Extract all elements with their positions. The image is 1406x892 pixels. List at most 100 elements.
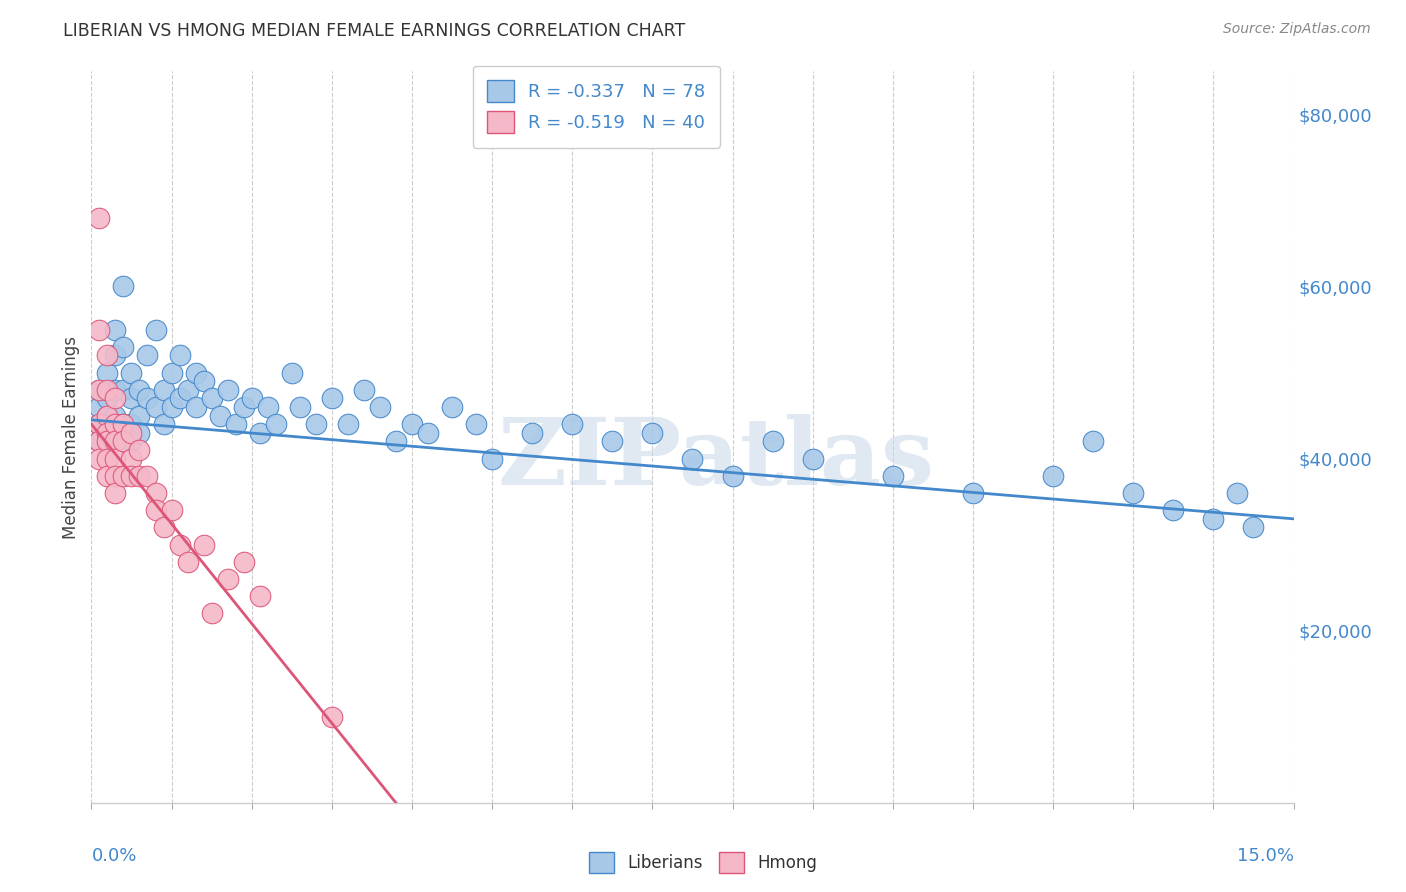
Point bbox=[96, 425, 118, 440]
Point bbox=[89, 451, 111, 466]
Point bbox=[121, 392, 143, 406]
Legend: R = -0.337   N = 78, R = -0.519   N = 40: R = -0.337 N = 78, R = -0.519 N = 40 bbox=[472, 66, 720, 148]
Point bbox=[256, 400, 278, 414]
Point bbox=[225, 417, 247, 432]
Point bbox=[89, 383, 111, 397]
Point bbox=[112, 468, 135, 483]
Point bbox=[232, 555, 254, 569]
Point bbox=[321, 710, 343, 724]
Point bbox=[152, 520, 174, 534]
Point bbox=[104, 434, 127, 449]
Point bbox=[89, 417, 111, 432]
Point bbox=[160, 503, 183, 517]
Point bbox=[89, 417, 111, 432]
Point bbox=[385, 434, 408, 449]
Y-axis label: Median Female Earnings: Median Female Earnings bbox=[62, 335, 80, 539]
Point bbox=[121, 468, 143, 483]
Point bbox=[112, 417, 135, 432]
Point bbox=[522, 425, 544, 440]
Point bbox=[104, 417, 127, 432]
Point bbox=[1226, 486, 1249, 500]
Point bbox=[641, 425, 664, 440]
Point bbox=[281, 366, 304, 380]
Point bbox=[112, 417, 135, 432]
Point bbox=[128, 425, 150, 440]
Point bbox=[602, 434, 624, 449]
Point bbox=[89, 434, 111, 449]
Point bbox=[96, 425, 118, 440]
Point bbox=[416, 425, 439, 440]
Point bbox=[96, 468, 118, 483]
Point bbox=[96, 409, 118, 423]
Point bbox=[96, 409, 118, 423]
Point bbox=[121, 417, 143, 432]
Point bbox=[112, 434, 135, 449]
Point bbox=[104, 425, 127, 440]
Point bbox=[136, 392, 159, 406]
Point bbox=[104, 383, 127, 397]
Text: 15.0%: 15.0% bbox=[1236, 847, 1294, 864]
Point bbox=[288, 400, 311, 414]
Point bbox=[104, 409, 127, 423]
Point bbox=[112, 340, 135, 354]
Point bbox=[169, 348, 191, 362]
Point bbox=[169, 538, 191, 552]
Point bbox=[128, 442, 150, 457]
Point bbox=[481, 451, 503, 466]
Point bbox=[136, 348, 159, 362]
Point bbox=[128, 383, 150, 397]
Point bbox=[104, 322, 127, 336]
Point bbox=[169, 392, 191, 406]
Point bbox=[561, 417, 583, 432]
Point bbox=[208, 409, 231, 423]
Point bbox=[762, 434, 785, 449]
Point bbox=[368, 400, 391, 414]
Point bbox=[1083, 434, 1105, 449]
Point bbox=[121, 451, 143, 466]
Point bbox=[1122, 486, 1144, 500]
Point bbox=[145, 503, 167, 517]
Point bbox=[1202, 512, 1225, 526]
Point bbox=[89, 400, 111, 414]
Point bbox=[104, 392, 127, 406]
Point bbox=[104, 468, 127, 483]
Point bbox=[96, 366, 118, 380]
Text: ZIPatlas: ZIPatlas bbox=[498, 414, 935, 504]
Point bbox=[145, 400, 167, 414]
Point bbox=[96, 392, 118, 406]
Point bbox=[145, 486, 167, 500]
Point bbox=[136, 468, 159, 483]
Point bbox=[89, 434, 111, 449]
Point bbox=[962, 486, 984, 500]
Point bbox=[96, 451, 118, 466]
Point bbox=[152, 417, 174, 432]
Point bbox=[465, 417, 488, 432]
Point bbox=[305, 417, 328, 432]
Point bbox=[89, 211, 111, 225]
Point bbox=[104, 451, 127, 466]
Point bbox=[121, 425, 143, 440]
Point bbox=[201, 607, 224, 621]
Point bbox=[681, 451, 703, 466]
Point bbox=[401, 417, 423, 432]
Point bbox=[1163, 503, 1185, 517]
Text: LIBERIAN VS HMONG MEDIAN FEMALE EARNINGS CORRELATION CHART: LIBERIAN VS HMONG MEDIAN FEMALE EARNINGS… bbox=[63, 22, 686, 40]
Point bbox=[353, 383, 375, 397]
Point bbox=[440, 400, 463, 414]
Point bbox=[193, 538, 215, 552]
Point bbox=[96, 434, 118, 449]
Point bbox=[176, 555, 198, 569]
Point bbox=[249, 589, 271, 603]
Text: Source: ZipAtlas.com: Source: ZipAtlas.com bbox=[1223, 22, 1371, 37]
Point bbox=[121, 366, 143, 380]
Point bbox=[128, 409, 150, 423]
Point bbox=[121, 434, 143, 449]
Point bbox=[1243, 520, 1265, 534]
Point bbox=[249, 425, 271, 440]
Point bbox=[336, 417, 359, 432]
Point bbox=[160, 366, 183, 380]
Point bbox=[1042, 468, 1064, 483]
Point bbox=[104, 486, 127, 500]
Point bbox=[240, 392, 263, 406]
Point bbox=[184, 400, 207, 414]
